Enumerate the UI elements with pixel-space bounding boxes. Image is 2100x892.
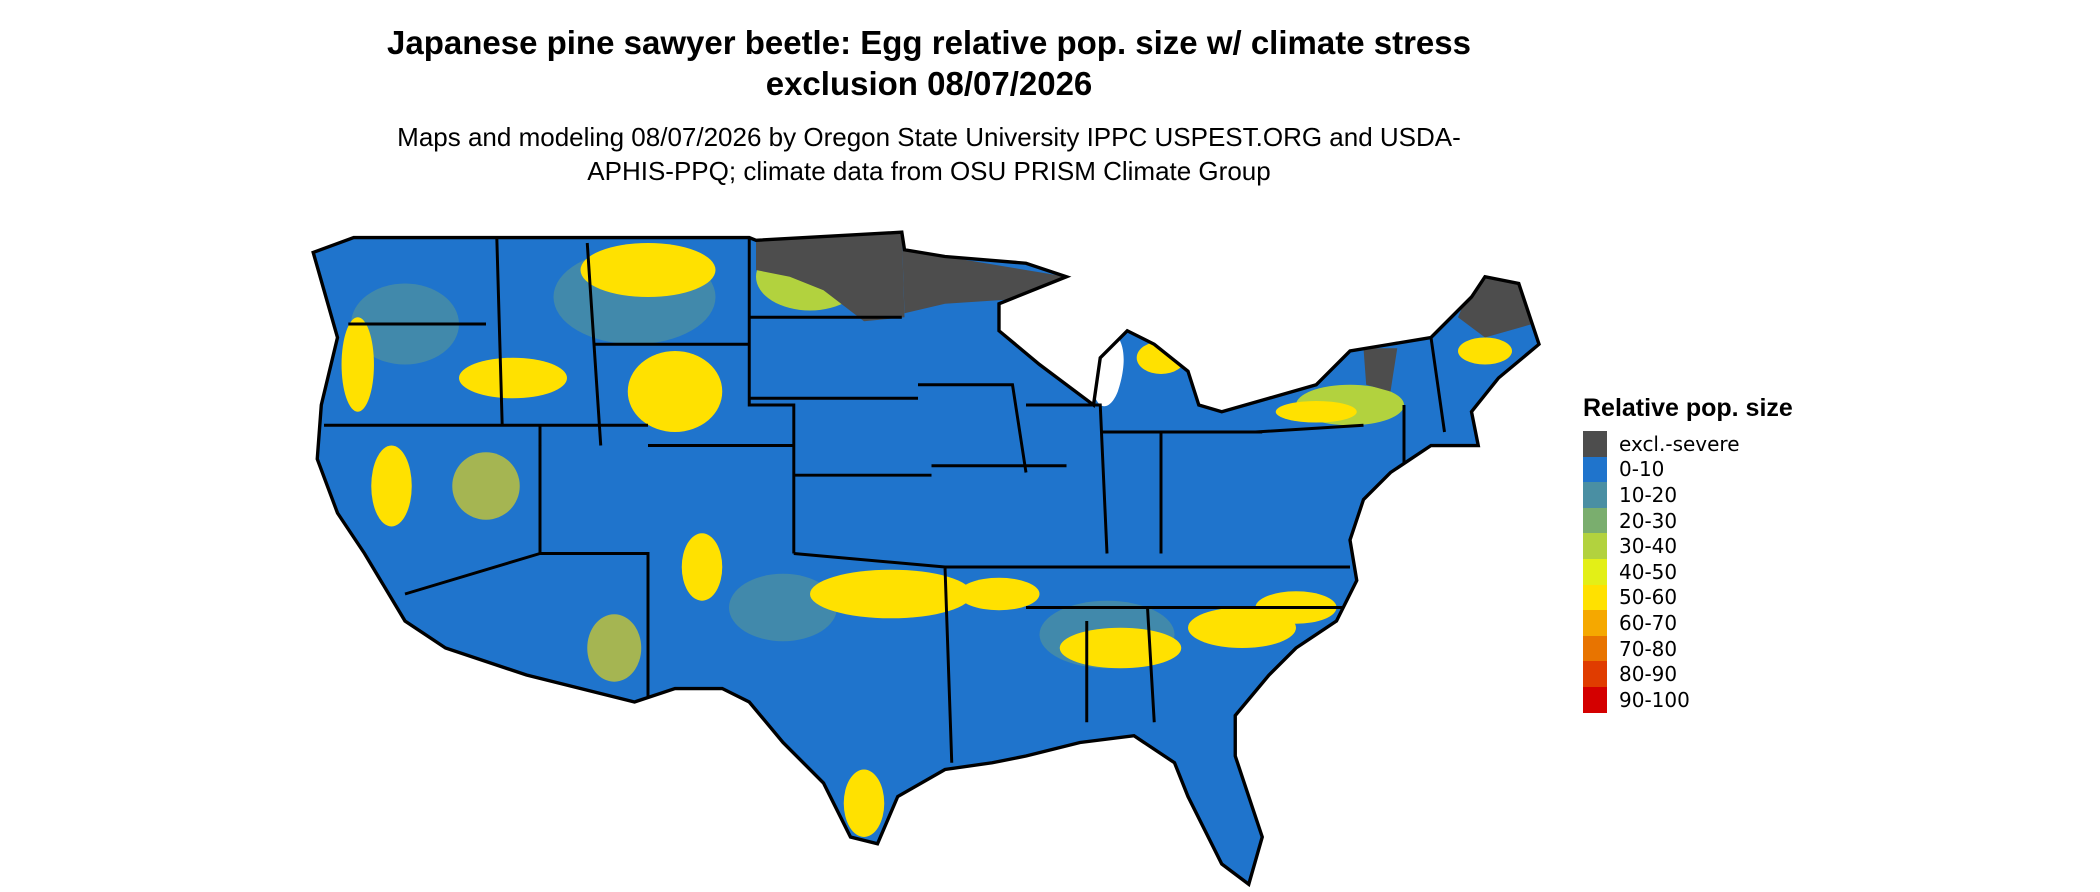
legend-swatch bbox=[1583, 533, 1607, 559]
legend-swatch bbox=[1583, 507, 1607, 534]
legend-item: 40-50 bbox=[1583, 558, 1793, 585]
legend-label: 10-20 bbox=[1619, 482, 1678, 507]
legend-item: 0-10 bbox=[1583, 456, 1793, 483]
legend-item: 10-20 bbox=[1583, 482, 1793, 508]
legend-label: 20-30 bbox=[1619, 508, 1678, 533]
legend-item: excl.-severe bbox=[1583, 431, 1793, 457]
legend: Relative pop. size excl.-severe 0-10 10-20… bbox=[1583, 394, 1793, 713]
legend-label: 90-100 bbox=[1619, 687, 1690, 712]
legend-item: 90-100 bbox=[1583, 686, 1793, 713]
legend-label: 30-40 bbox=[1619, 534, 1678, 559]
map-title: Japanese pine sawyer beetle: Egg relativ… bbox=[387, 24, 1471, 102]
map-body bbox=[311, 230, 1541, 886]
legend-item: 30-40 bbox=[1583, 533, 1793, 559]
legend-swatch bbox=[1583, 635, 1607, 662]
legend-item: 60-70 bbox=[1583, 610, 1793, 636]
legend-label: 50-60 bbox=[1619, 585, 1678, 610]
legend-item: 80-90 bbox=[1583, 661, 1793, 687]
legend-swatch bbox=[1583, 431, 1607, 457]
legend-item: 70-80 bbox=[1583, 635, 1793, 662]
legend-label: 40-50 bbox=[1619, 559, 1678, 584]
legend-item: 50-60 bbox=[1583, 584, 1793, 611]
legend-swatch bbox=[1583, 610, 1607, 636]
legend-label: 60-70 bbox=[1619, 610, 1678, 635]
legend-swatch bbox=[1583, 661, 1607, 687]
legend-swatch bbox=[1583, 482, 1607, 508]
legend-label: 80-90 bbox=[1619, 662, 1678, 687]
legend-label: excl.-severe bbox=[1619, 431, 1740, 456]
legend-item: 20-30 bbox=[1583, 507, 1793, 534]
us-map bbox=[311, 230, 1541, 886]
legend-items: excl.-severe 0-10 10-20 20-30 30-40 40-50 50-6… bbox=[1583, 431, 1793, 713]
legend-swatch bbox=[1583, 456, 1607, 483]
legend-swatch bbox=[1583, 584, 1607, 611]
legend-title: Relative pop. size bbox=[1583, 394, 1793, 422]
map-subtitle: Maps and modeling 08/07/2026 by Oregon S… bbox=[397, 122, 1461, 186]
legend-swatch bbox=[1583, 686, 1607, 713]
legend-label: 0-10 bbox=[1619, 457, 1665, 482]
legend-swatch bbox=[1583, 558, 1607, 585]
legend-label: 70-80 bbox=[1619, 636, 1678, 661]
